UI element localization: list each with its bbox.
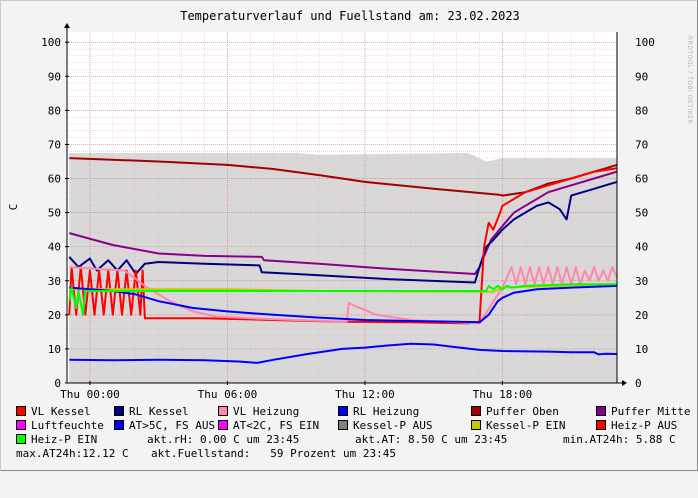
y-tick-label-left: 80 xyxy=(48,104,61,117)
y-tick-label-right: 10 xyxy=(635,343,648,356)
x-tick-label: Thu 06:00 xyxy=(198,388,258,401)
series-line-8 xyxy=(69,342,618,364)
series-line-7 xyxy=(68,283,617,316)
y-tick-label-right: 0 xyxy=(635,377,642,390)
y-tick-label-right: 100 xyxy=(635,36,655,49)
series-line-3 xyxy=(68,167,618,325)
y-tick-label-left: 30 xyxy=(48,275,61,288)
legend-item: RL Kessel xyxy=(114,405,189,418)
legend-swatch xyxy=(16,434,26,444)
legend-item-heiz-p-ein: Heiz-P EIN xyxy=(16,433,97,446)
legend-label: Kessel-P AUS xyxy=(353,419,433,432)
legend-item: Heiz-P AUS xyxy=(596,419,677,432)
legend-item: Puffer Mitte xyxy=(596,405,690,418)
y-tick-label-left: 10 xyxy=(48,343,61,356)
y-tick-label-left: 20 xyxy=(48,309,61,322)
y-tick-label-left: 0 xyxy=(54,377,61,390)
y-tick-label-right: 30 xyxy=(635,275,648,288)
legend-label: RL Heizung xyxy=(353,405,420,418)
y-tick-label-left: 70 xyxy=(48,138,61,151)
y-tick-label-right: 50 xyxy=(635,207,648,220)
x-tick-label: Thu 00:00 xyxy=(60,388,120,401)
y-tick-label-right: 40 xyxy=(635,241,648,254)
legend-label: VL Kessel xyxy=(31,405,91,418)
legend-label: Heiz-P EIN xyxy=(31,433,98,446)
legend-swatch xyxy=(114,406,124,416)
y-tick-label-left: 50 xyxy=(48,207,61,220)
chart-svg: Temperaturverlauf und Fuellstand am: 23.… xyxy=(7,9,693,401)
legend-item: AT<2C, FS EIN xyxy=(218,419,319,432)
y-tick-label-left: 40 xyxy=(48,241,61,254)
y-tick-label-right: 70 xyxy=(635,138,648,151)
legend-swatch xyxy=(114,420,124,430)
legend-swatch xyxy=(338,420,348,430)
legend-label: Puffer Mitte xyxy=(611,405,691,418)
legend-swatch xyxy=(16,406,26,416)
legend-label: Kessel-P EIN xyxy=(486,419,566,432)
y-tick-label-left: 60 xyxy=(48,173,61,186)
legend-label: AT>5C, FS AUS xyxy=(129,419,216,432)
y-tick-label-right: 60 xyxy=(635,173,648,186)
chart-title: Temperaturverlauf und Fuellstand am: 23.… xyxy=(180,9,520,23)
legend-item: VL Kessel xyxy=(16,405,91,418)
legend-swatch xyxy=(218,406,228,416)
y-tick-label-left: 90 xyxy=(48,70,61,83)
legend-swatch xyxy=(471,420,481,430)
legend-item: RL Heizung xyxy=(338,405,419,418)
series-line-4 xyxy=(69,266,618,325)
legend-swatch xyxy=(338,406,348,416)
legend-label: AT<2C, FS EIN xyxy=(233,419,320,432)
y-axis-label: C xyxy=(7,204,20,211)
stat-at: akt.AT: 8.50 C um 23:45 xyxy=(355,433,508,446)
legend-swatch xyxy=(596,406,606,416)
stat-rh: akt.rH: 0.00 C um 23:45 xyxy=(147,433,300,446)
stat-max24: max.AT24h:12.12 C xyxy=(16,447,129,460)
legend-label: Puffer Oben xyxy=(486,405,559,418)
legend-item: AT>5C, FS AUS xyxy=(114,419,215,432)
legend-swatch xyxy=(596,420,606,430)
legend-item: VL Heizung xyxy=(218,405,299,418)
series-line-6 xyxy=(69,284,618,324)
legend-row-3: Heiz-P EIN akt.rH: 0.00 C um 23:45 akt.A… xyxy=(16,433,676,446)
watermark: RRDTOOL / TOBI OETIKER xyxy=(686,36,693,124)
y-tick-label-left: 100 xyxy=(41,36,61,49)
legend-swatch xyxy=(218,420,228,430)
legend-item: Kessel-P AUS xyxy=(338,419,432,432)
x-axis-arrow xyxy=(622,380,627,386)
legend-swatch xyxy=(471,406,481,416)
x-tick-label: Thu 12:00 xyxy=(335,388,395,401)
x-tick-label: Thu 18:00 xyxy=(473,388,533,401)
legend-label: RL Kessel xyxy=(129,405,189,418)
legend-item: Kessel-P EIN xyxy=(471,419,565,432)
y-tick-label-right: 80 xyxy=(635,104,648,117)
legend-label: VL Heizung xyxy=(233,405,300,418)
legend-swatch xyxy=(16,420,26,430)
legend-item: Luftfeuchte xyxy=(16,419,104,432)
y-axis-arrow xyxy=(64,23,70,28)
stat-fill: akt.Fuellstand: 59 Prozent um 23:45 xyxy=(151,447,397,460)
legend-label: Heiz-P AUS xyxy=(611,419,678,432)
legend-item: Puffer Oben xyxy=(471,405,559,418)
y-tick-label-right: 90 xyxy=(635,70,648,83)
legend-label: Luftfeuchte xyxy=(31,419,104,432)
legend-row-4: max.AT24h:12.12 C akt.Fuellstand: 59 Pro… xyxy=(16,447,396,460)
stat-min24: min.AT24h: 5.88 C xyxy=(563,433,676,446)
y-tick-label-right: 20 xyxy=(635,309,648,322)
series-area-0 xyxy=(69,153,617,383)
